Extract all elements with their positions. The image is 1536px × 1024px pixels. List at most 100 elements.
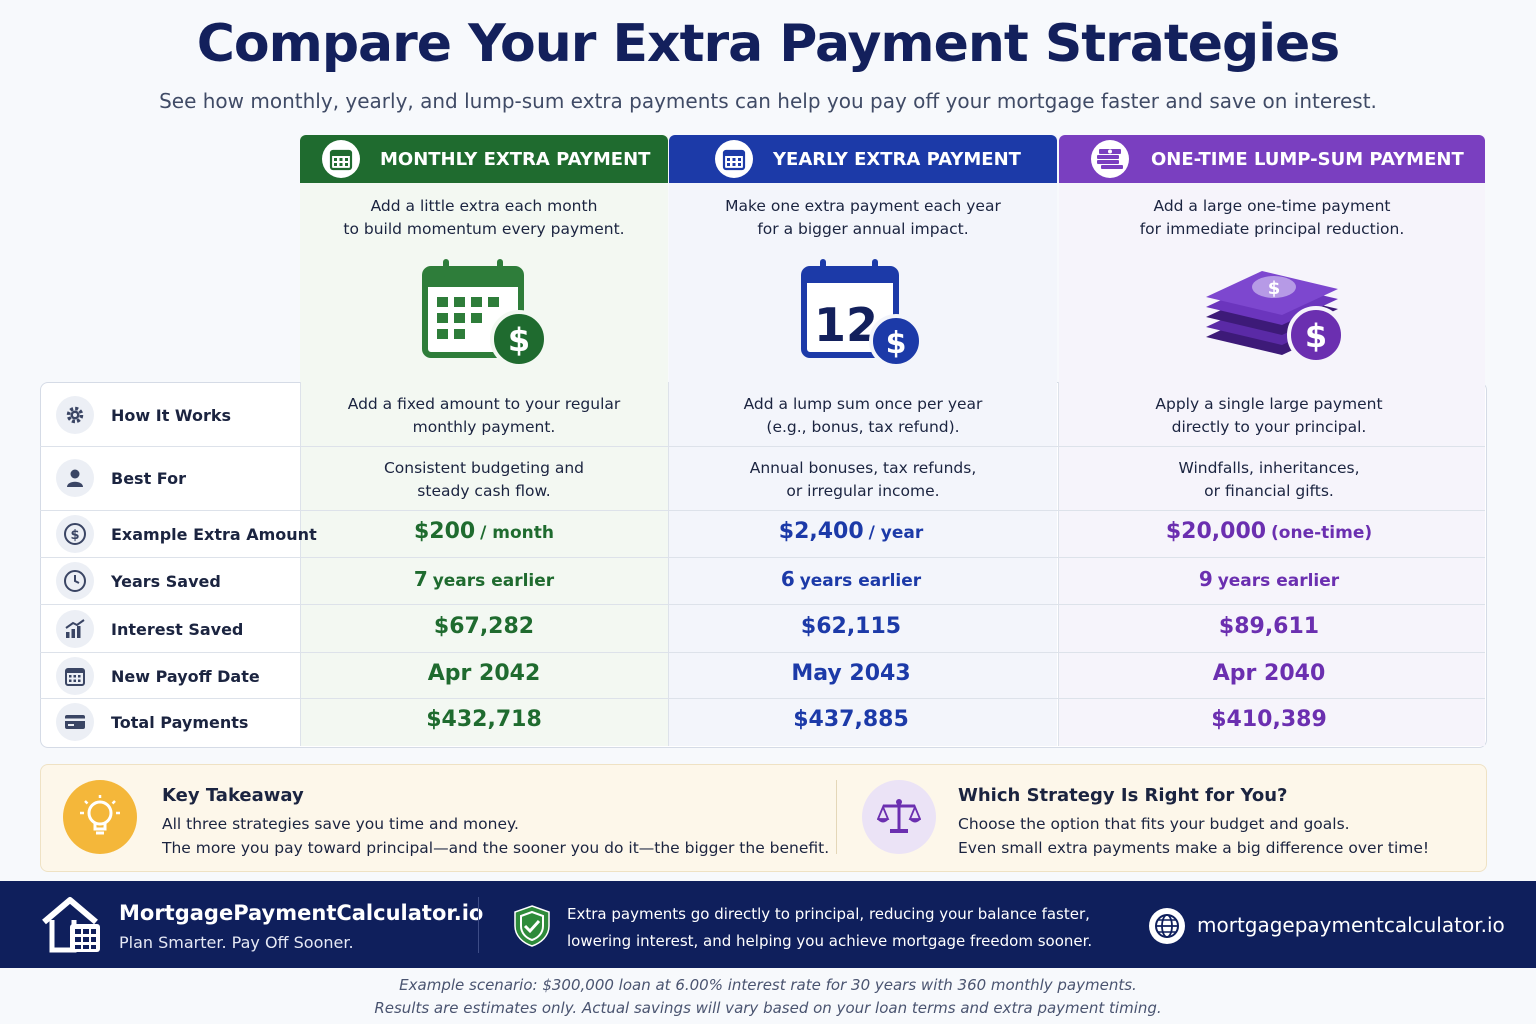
column-divider <box>300 382 301 746</box>
monthly-payoff-date: Apr 2042 <box>427 661 541 686</box>
row-label-years-saved: Years Saved <box>56 562 221 600</box>
brand-name: MortgagePaymentCalculator.io <box>119 901 484 925</box>
cell-line: Annual bonuses, tax refunds, <box>749 459 977 477</box>
clock-icon <box>56 562 94 600</box>
lump-sum-desc-line-1: Add a large one-time payment <box>1153 197 1391 215</box>
svg-text:$: $ <box>70 528 79 543</box>
calendar-icon <box>322 140 360 178</box>
takeaway-line: All three strategies save you time and m… <box>162 815 519 833</box>
row-label-example-extra-amount: $ Example Extra Amount <box>56 515 317 553</box>
balance-scale-icon <box>862 780 936 854</box>
row-label-text: Example Extra Amount <box>111 524 317 544</box>
calendar-dollar-icon: $ <box>300 259 668 379</box>
which-strategy-text: Choose the option that fits your budget … <box>958 812 1429 860</box>
column-divider <box>668 382 669 746</box>
row-label-text: Interest Saved <box>111 619 244 639</box>
cash-stack-icon <box>1091 140 1129 178</box>
row-divider <box>40 652 1485 653</box>
row-label-text: How It Works <box>111 405 232 425</box>
monthly-column: MONTHLY EXTRA PAYMENT Add a little extra… <box>300 135 668 746</box>
amount-value: $2,400 <box>778 519 864 544</box>
row-label-text: Years Saved <box>111 571 221 591</box>
footer-divider <box>478 897 479 953</box>
yearly-desc-line-1: Make one extra payment each year <box>725 197 1001 215</box>
which-line: Even small extra payments make a big dif… <box>958 839 1430 857</box>
cell-line: Apply a single large payment <box>1155 395 1383 413</box>
amount-unit: / year <box>868 523 924 543</box>
years-number: 9 <box>1198 567 1213 591</box>
yearly-column-header: YEARLY EXTRA PAYMENT <box>669 135 1057 183</box>
money-stack-dollar-icon: $ $ <box>1059 259 1485 379</box>
footer-bar: MortgagePaymentCalculator.io Plan Smarte… <box>0 881 1536 968</box>
yearly-years-saved: 6 years earlier <box>669 568 1033 593</box>
footer-url-link[interactable]: mortgagepaymentcalculator.io <box>1197 913 1505 937</box>
row-divider <box>40 446 1485 447</box>
footer-note: Extra payments go directly to principal,… <box>567 901 1092 955</box>
row-label-text: New Payoff Date <box>111 666 260 686</box>
cell-line: (e.g., bonus, tax refund). <box>766 418 960 436</box>
yearly-example-amount: $2,400 / year <box>669 520 1033 545</box>
page-title: Compare Your Extra Payment Strategies <box>196 14 1341 74</box>
shield-check-icon <box>512 904 552 952</box>
lump-sum-total-payments: $410,389 <box>1211 707 1327 732</box>
lump-sum-column-title: ONE-TIME LUMP-SUM PAYMENT <box>1151 148 1464 170</box>
row-label-best-for: Best For <box>56 459 186 497</box>
years-text: years earlier <box>432 571 555 591</box>
key-takeaway-title: Key Takeaway <box>162 785 304 806</box>
monthly-column-header: MONTHLY EXTRA PAYMENT <box>300 135 668 183</box>
cell-line: steady cash flow. <box>417 482 551 500</box>
yearly-description: Make one extra payment each year for a b… <box>669 195 1057 241</box>
yearly-payoff-date: May 2043 <box>791 661 911 686</box>
takeaway-panel <box>40 764 1487 872</box>
yearly-desc-line-2: for a bigger annual impact. <box>757 220 969 238</box>
footer-note-line: lowering interest, and helping you achie… <box>567 932 1093 950</box>
monthly-desc-line-1: Add a little extra each month <box>370 197 598 215</box>
cell-line: or financial gifts. <box>1204 482 1334 500</box>
lump-sum-payoff-date: Apr 2040 <box>1212 661 1326 686</box>
which-strategy-title: Which Strategy Is Right for You? <box>958 785 1288 806</box>
row-label-interest-saved: Interest Saved <box>56 610 243 648</box>
monthly-how-it-works: Add a fixed amount to your regular monthl… <box>300 393 668 439</box>
growth-chart-icon <box>56 610 94 648</box>
lump-sum-how-it-works: Apply a single large payment directly to … <box>1059 393 1479 439</box>
lump-sum-best-for: Windfalls, inheritances, or financial gif… <box>1059 457 1479 503</box>
svg-text:$: $ <box>1268 278 1281 299</box>
cell-line: directly to your principal. <box>1171 418 1367 436</box>
lump-sum-example-amount: $20,000 (one-time) <box>1059 520 1479 545</box>
which-line: Choose the option that fits your budget … <box>958 815 1350 833</box>
cell-line: Add a fixed amount to your regular <box>347 395 621 413</box>
column-divider <box>1058 382 1059 746</box>
lump-sum-column-header: ONE-TIME LUMP-SUM PAYMENT <box>1059 135 1485 183</box>
row-divider <box>40 698 1485 699</box>
row-label-how-it-works: How It Works <box>56 396 231 434</box>
lump-sum-column: ONE-TIME LUMP-SUM PAYMENT Add a large on… <box>1059 135 1485 746</box>
row-divider <box>40 557 1485 558</box>
yearly-how-it-works: Add a lump sum once per year (e.g., bonus… <box>669 393 1057 439</box>
monthly-desc-line-2: to build momentum every payment. <box>343 220 625 238</box>
yearly-interest-saved: $62,115 <box>800 614 902 639</box>
monthly-interest-saved: $67,282 <box>433 614 535 639</box>
lump-sum-years-saved: 9 years earlier <box>1059 568 1479 593</box>
cell-line: Windfalls, inheritances, <box>1178 459 1360 477</box>
years-text: years earlier <box>1217 571 1340 591</box>
svg-text:$: $ <box>1305 317 1327 355</box>
yearly-column-title: YEARLY EXTRA PAYMENT <box>773 148 1021 170</box>
monthly-total-payments: $432,718 <box>426 707 542 732</box>
monthly-column-title: MONTHLY EXTRA PAYMENT <box>380 148 651 170</box>
years-number: 6 <box>780 567 795 591</box>
svg-text:$: $ <box>508 321 530 359</box>
row-divider <box>40 510 1485 511</box>
house-calculator-icon <box>40 896 102 958</box>
years-text: years earlier <box>799 571 922 591</box>
years-number: 7 <box>413 567 428 591</box>
globe-icon <box>1149 908 1185 944</box>
calendar-number: 12 <box>814 298 878 352</box>
row-label-total-payments: Total Payments <box>56 703 248 741</box>
key-takeaway-text: All three strategies save you time and m… <box>162 812 829 860</box>
gear-icon <box>56 396 94 434</box>
cell-line: or irregular income. <box>786 482 940 500</box>
monthly-best-for: Consistent budgeting and steady cash flow… <box>300 457 668 503</box>
row-divider <box>40 604 1485 605</box>
takeaway-line: The more you pay toward principal—and th… <box>162 839 830 857</box>
credit-card-icon <box>56 703 94 741</box>
